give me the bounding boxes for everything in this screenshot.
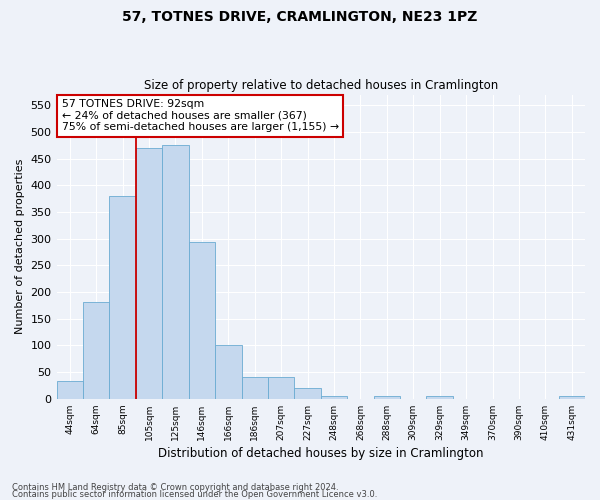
Bar: [162, 146, 188, 399]
Bar: [268, 378, 295, 399]
Bar: [242, 378, 268, 399]
Bar: [559, 396, 585, 399]
Text: Contains public sector information licensed under the Open Government Licence v3: Contains public sector information licen…: [12, 490, 377, 499]
Y-axis label: Number of detached properties: Number of detached properties: [15, 159, 25, 334]
Title: Size of property relative to detached houses in Cramlington: Size of property relative to detached ho…: [143, 79, 498, 92]
Bar: [56, 381, 83, 399]
Bar: [136, 148, 162, 399]
Bar: [295, 388, 321, 399]
X-axis label: Distribution of detached houses by size in Cramlington: Distribution of detached houses by size …: [158, 447, 484, 460]
Text: 57 TOTNES DRIVE: 92sqm
← 24% of detached houses are smaller (367)
75% of semi-de: 57 TOTNES DRIVE: 92sqm ← 24% of detached…: [62, 99, 339, 132]
Bar: [215, 346, 242, 399]
Text: Contains HM Land Registry data © Crown copyright and database right 2024.: Contains HM Land Registry data © Crown c…: [12, 484, 338, 492]
Bar: [109, 196, 136, 399]
Text: 57, TOTNES DRIVE, CRAMLINGTON, NE23 1PZ: 57, TOTNES DRIVE, CRAMLINGTON, NE23 1PZ: [122, 10, 478, 24]
Bar: [188, 242, 215, 399]
Bar: [374, 396, 400, 399]
Bar: [427, 396, 453, 399]
Bar: [321, 396, 347, 399]
Bar: [83, 302, 109, 399]
